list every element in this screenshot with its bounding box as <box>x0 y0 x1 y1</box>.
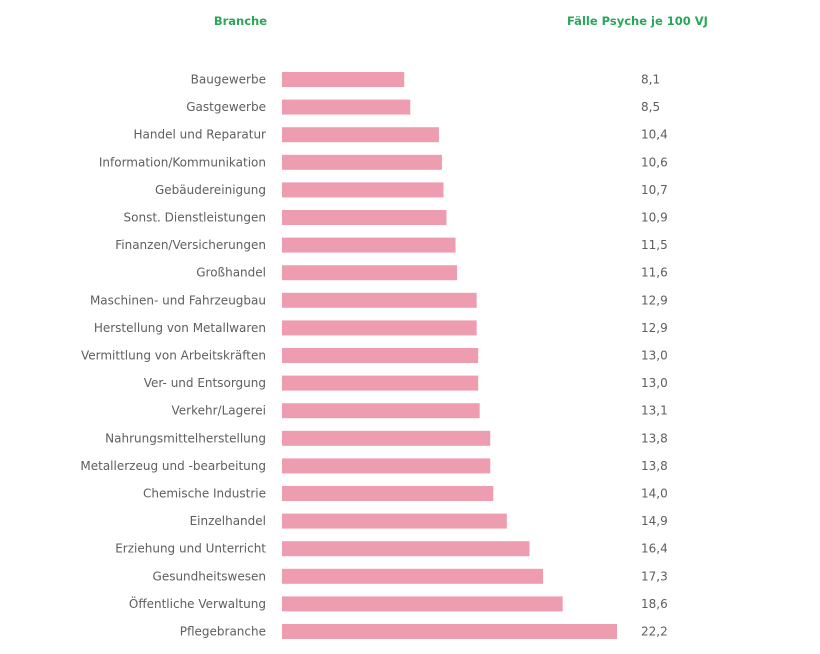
category-label: Nahrungsmittelherstellung <box>105 431 266 445</box>
bar <box>282 127 439 143</box>
bar <box>282 99 411 115</box>
category-label: Gesundheitswesen <box>153 569 266 583</box>
value-label: 11,5 <box>641 238 668 252</box>
value-label: 10,6 <box>641 155 668 169</box>
category-label: Baugewerbe <box>191 73 266 87</box>
value-label: 16,4 <box>641 542 668 556</box>
value-label: 22,2 <box>641 625 668 639</box>
category-label: Gastgewerbe <box>186 100 266 114</box>
bar <box>282 320 477 336</box>
value-label: 14,0 <box>641 487 668 501</box>
value-label: 10,9 <box>641 211 668 225</box>
category-label: Gebäudereinigung <box>155 183 266 197</box>
bar <box>282 72 405 87</box>
value-label: 13,8 <box>641 431 668 445</box>
category-label: Ver- und Entsorgung <box>144 376 266 390</box>
value-label: 18,6 <box>641 597 668 611</box>
value-label: 11,6 <box>641 266 668 280</box>
bar <box>282 568 544 584</box>
category-label: Finanzen/Versicherungen <box>115 238 266 252</box>
category-label: Großhandel <box>196 266 266 280</box>
bar <box>282 265 458 281</box>
category-label: Vermittlung von Arbeitskräften <box>81 349 266 363</box>
category-label: Handel und Reparatur <box>134 128 267 142</box>
category-label: Pflegebranche <box>180 625 266 639</box>
bar <box>282 513 507 529</box>
value-label: 13,1 <box>641 404 668 418</box>
bar <box>282 237 456 253</box>
bar <box>282 292 477 308</box>
value-label: 8,5 <box>641 100 660 114</box>
value-label: 10,4 <box>641 128 668 142</box>
category-label: Sonst. Dienstleistungen <box>124 211 267 225</box>
category-label: Chemische Industrie <box>143 487 266 501</box>
value-label: 10,7 <box>641 183 668 197</box>
value-label: 13,0 <box>641 376 668 390</box>
bar <box>282 541 530 557</box>
value-label: 13,8 <box>641 459 668 473</box>
category-label: Maschinen- und Fahrzeugbau <box>90 293 266 307</box>
value-column-header: Fälle Psyche je 100 VJ <box>567 14 708 28</box>
value-label: 14,9 <box>641 514 668 528</box>
value-label: 17,3 <box>641 569 668 583</box>
category-label: Metallerzeug und -bearbeitung <box>80 459 266 473</box>
bar <box>282 403 480 419</box>
value-label: 8,1 <box>641 73 660 87</box>
value-label: 12,9 <box>641 293 668 307</box>
category-label: Öffentliche Verwaltung <box>129 595 266 611</box>
bar <box>282 596 563 612</box>
bar <box>282 154 442 170</box>
bar <box>282 348 479 363</box>
value-label: 13,0 <box>641 349 668 363</box>
category-label: Verkehr/Lagerei <box>171 404 266 418</box>
value-label: 12,9 <box>641 321 668 335</box>
bar <box>282 182 444 198</box>
bar <box>282 210 447 225</box>
category-label: Erziehung und Unterricht <box>115 542 266 556</box>
bar <box>282 624 617 639</box>
bar <box>282 430 491 446</box>
category-column-header: Branche <box>213 14 267 28</box>
bar <box>282 458 491 474</box>
category-label: Einzelhandel <box>190 514 266 528</box>
bar <box>282 375 479 391</box>
category-label: Information/Kommunikation <box>99 155 266 169</box>
category-label: Herstellung von Metallwaren <box>94 321 266 335</box>
bar <box>282 486 494 501</box>
